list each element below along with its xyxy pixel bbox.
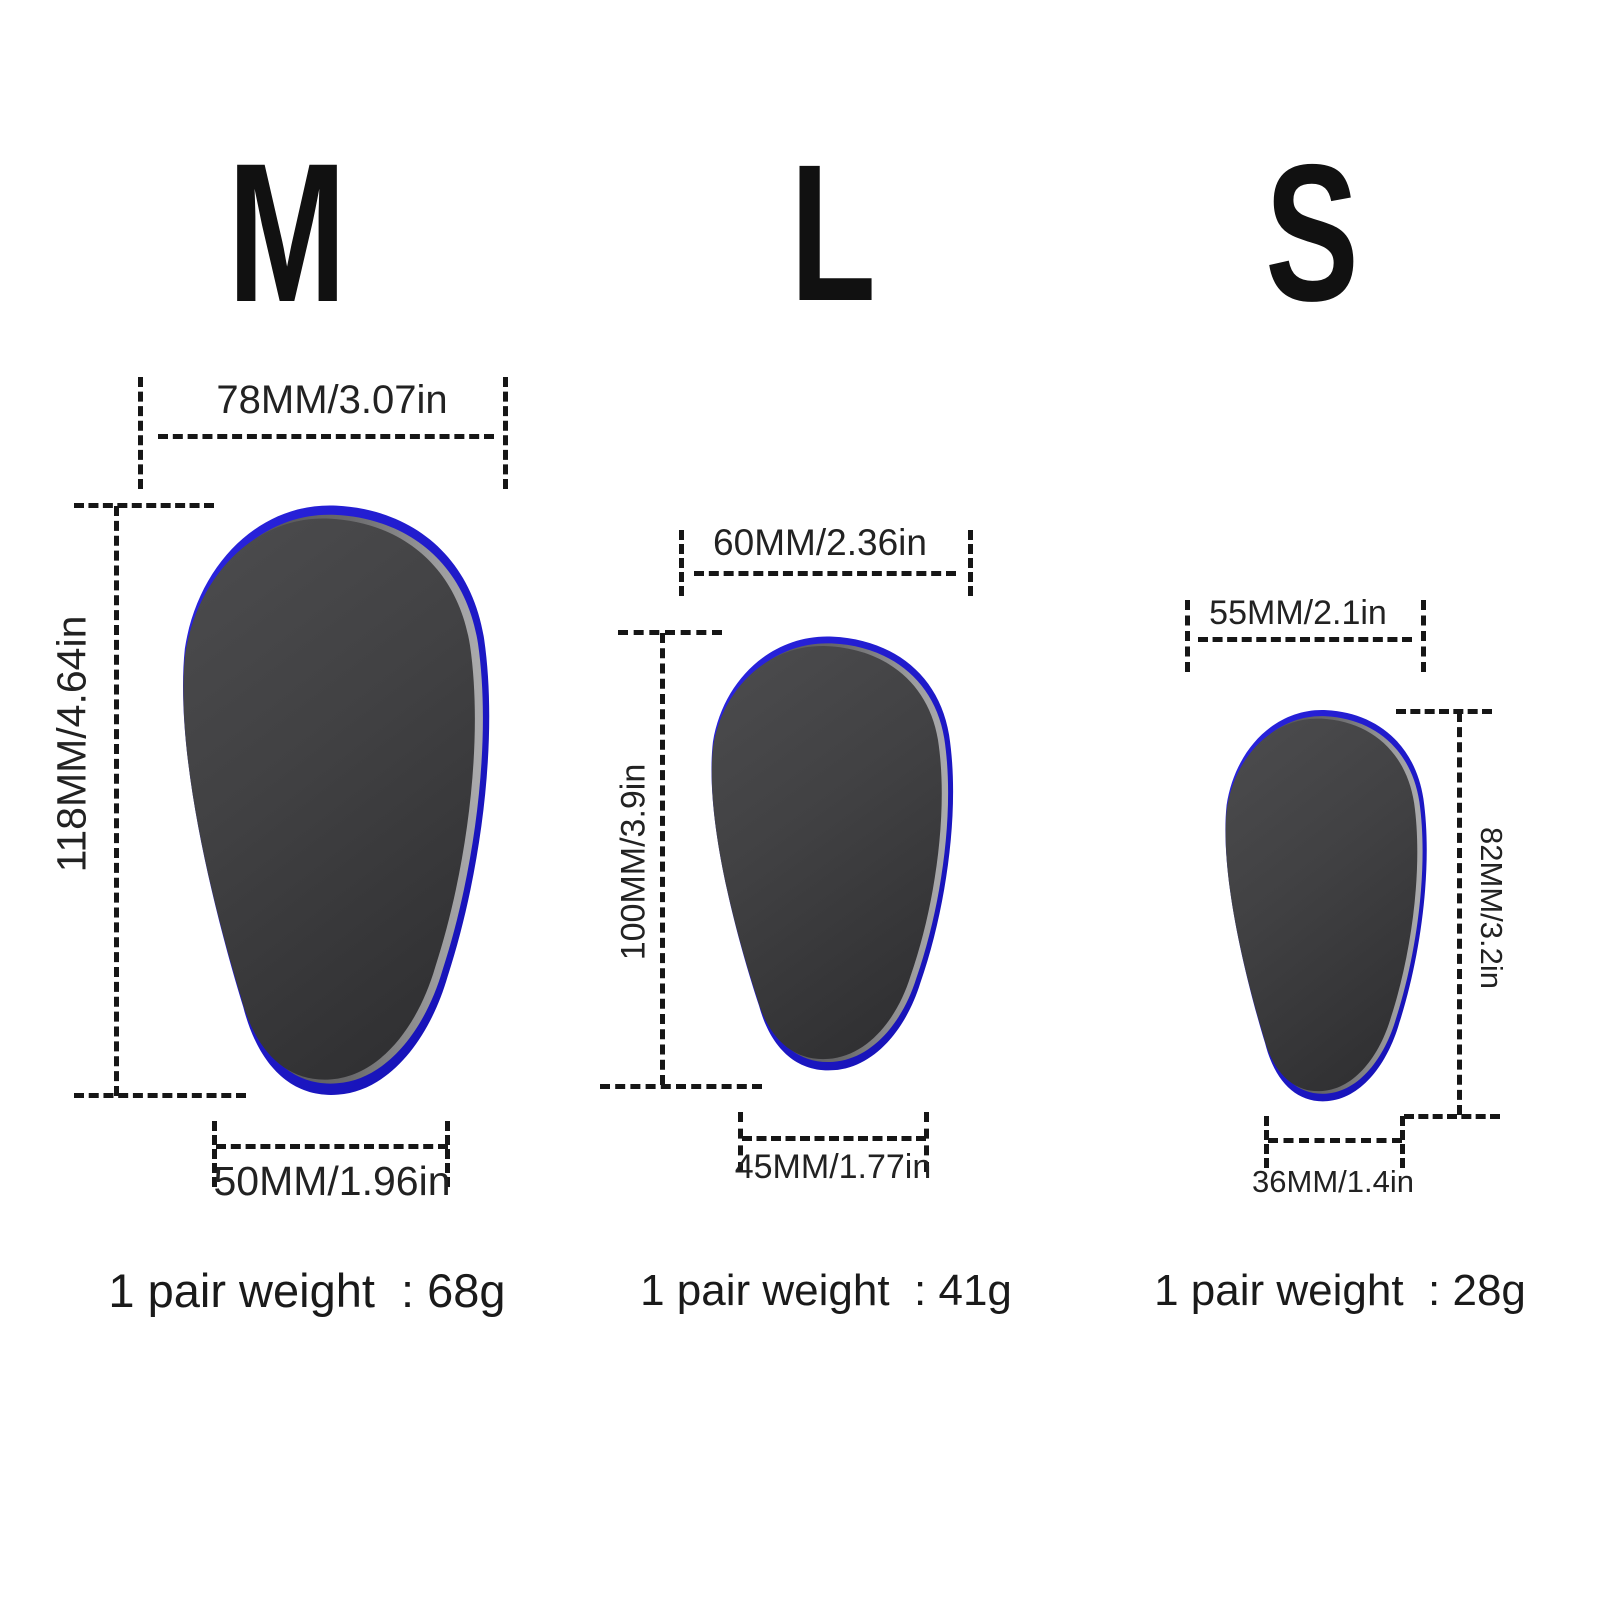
m-top-width-label: 78MM/3.07in — [216, 378, 448, 422]
size-label-l: L — [790, 124, 876, 342]
size-label-m: M — [227, 122, 347, 343]
l-bottom-width-label: 45MM/1.77in — [734, 1148, 932, 1186]
m-bottom-width-left-tick — [212, 1121, 217, 1187]
s-bottom-width-label: 36MM/1.4in — [1252, 1164, 1414, 1199]
l-top-width-line — [694, 571, 956, 576]
m-height-bottom-tick — [74, 1093, 246, 1098]
m-top-width-right-tick — [503, 377, 508, 489]
m-top-width-left-tick — [138, 377, 143, 489]
s-bottom-width-line — [1268, 1138, 1402, 1143]
s-height-label: 82MM/3.2in — [1474, 827, 1509, 989]
size-label-s: S — [1265, 124, 1359, 342]
s-height-bottom-tick — [1404, 1114, 1500, 1119]
s-bottom-width-left-tick — [1264, 1116, 1269, 1168]
m-bottom-width-label: 50MM/1.96in — [213, 1158, 451, 1204]
l-top-width-left-tick — [679, 530, 684, 596]
shin-pad-l — [711, 636, 954, 1071]
l-bottom-width-left-tick — [738, 1112, 743, 1172]
m-top-width-line — [158, 434, 494, 439]
s-top-width-line — [1198, 637, 1412, 642]
m-height-label: 118MM/4.64in — [48, 615, 95, 873]
s-height-top-tick — [1396, 709, 1492, 714]
m-height-top-tick — [74, 503, 214, 508]
m-bottom-width-right-tick — [445, 1121, 450, 1187]
s-top-width-left-tick — [1185, 600, 1190, 672]
l-height-line — [660, 633, 665, 1085]
s-height-line — [1457, 712, 1462, 1115]
l-height-bottom-tick — [600, 1084, 762, 1089]
s-weight-text: 1 pair weight : 28g — [1154, 1266, 1526, 1315]
shin-pad-m — [183, 505, 490, 1095]
shin-pad-s — [1225, 709, 1427, 1102]
l-top-width-label: 60MM/2.36in — [713, 522, 927, 563]
l-height-top-tick — [618, 630, 722, 635]
m-height-line — [114, 506, 119, 1096]
s-top-width-label: 55MM/2.1in — [1209, 594, 1387, 632]
m-weight-text: 1 pair weight : 68g — [108, 1264, 506, 1317]
l-bottom-width-right-tick — [924, 1112, 929, 1172]
l-top-width-right-tick — [968, 530, 973, 596]
l-height-label: 100MM/3.9in — [614, 763, 653, 961]
s-bottom-width-right-tick — [1400, 1116, 1405, 1168]
l-weight-text: 1 pair weight : 41g — [640, 1266, 1012, 1315]
m-bottom-width-line — [216, 1144, 448, 1149]
s-top-width-right-tick — [1421, 600, 1426, 672]
l-bottom-width-line — [742, 1136, 926, 1141]
